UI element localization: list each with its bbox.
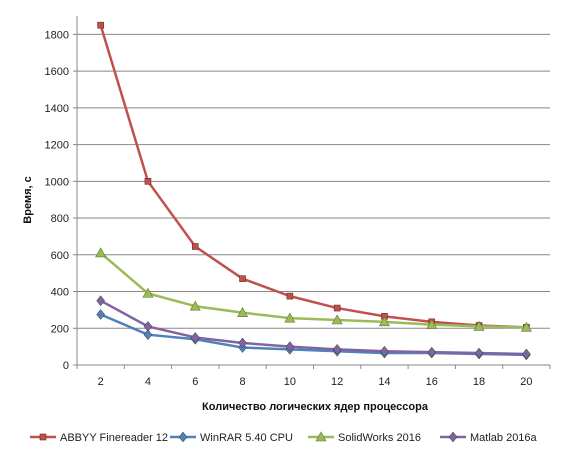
- y-tick-label: 1000: [45, 176, 69, 188]
- legend-item-0: ABBYY Finereader 12: [30, 432, 168, 444]
- x-tick-label: 8: [239, 376, 245, 388]
- data-point: [284, 312, 296, 323]
- data-point: [474, 347, 484, 359]
- x-tick-label: 20: [520, 376, 532, 388]
- data-point: [332, 343, 342, 355]
- data-point: [143, 329, 153, 341]
- x-tick-label: 14: [378, 376, 390, 388]
- series-3: [96, 295, 531, 360]
- data-point: [520, 321, 532, 332]
- x-tick-label: 2: [98, 376, 104, 388]
- data-point: [189, 300, 201, 311]
- series-0: [97, 21, 530, 331]
- series-line: [100, 299, 527, 356]
- data-point: [190, 332, 200, 343]
- legend-item-1: WinRAR 5.40 CPU: [170, 431, 293, 444]
- data-point: [97, 21, 104, 29]
- x-axis-title: Количество логических ядер процессора: [202, 401, 429, 413]
- y-tick-label: 1800: [45, 29, 69, 41]
- x-tick-label: 12: [331, 376, 343, 388]
- series-2: [95, 247, 532, 332]
- data-point: [378, 316, 390, 327]
- data-point: [333, 304, 341, 312]
- data-point: [96, 295, 105, 307]
- data-point: [96, 309, 105, 320]
- y-tick-label: 1200: [45, 140, 69, 152]
- x-tick-label: 18: [473, 376, 485, 388]
- legend-label: WinRAR 5.40 CPU: [200, 432, 293, 444]
- legend-marker: [448, 431, 458, 443]
- y-tick-labels: 0 200 400 600 800 1000 1200 1400 1600 1800: [45, 29, 69, 372]
- data-point: [142, 287, 154, 298]
- y-tick-label: 200: [51, 323, 69, 335]
- data-point: [191, 243, 199, 250]
- series-group: [95, 21, 532, 361]
- axes: [73, 16, 551, 369]
- y-tick-label: 1400: [45, 103, 69, 115]
- legend-marker: [178, 431, 188, 443]
- data-point: [144, 178, 152, 185]
- data-point: [286, 292, 294, 300]
- legend-marker: [315, 431, 327, 442]
- y-tick-label: 1600: [45, 66, 69, 78]
- data-point: [239, 275, 246, 282]
- x-tick-label: 6: [192, 376, 198, 388]
- data-point: [285, 341, 295, 353]
- data-point: [473, 320, 485, 331]
- y-tick-label: 400: [51, 287, 69, 299]
- series-line: [99, 24, 527, 329]
- data-point: [143, 321, 153, 332]
- legend-label: SolidWorks 2016: [338, 432, 421, 444]
- data-point: [238, 337, 247, 349]
- x-tick-label: 4: [145, 376, 151, 388]
- x-tick-label: 16: [426, 376, 438, 388]
- legend-label: Matlab 2016a: [470, 432, 538, 444]
- data-point: [427, 346, 437, 358]
- legend-item-3: Matlab 2016a: [440, 431, 538, 444]
- data-point: [95, 247, 107, 258]
- x-tick-label: 10: [284, 376, 296, 388]
- legend-item-2: SolidWorks 2016: [308, 431, 421, 444]
- data-point: [522, 348, 531, 360]
- legend: ABBYY Finereader 12 WinRAR 5.40 CPU SolidW…: [30, 431, 538, 444]
- y-axis-title: Время, с: [22, 176, 34, 223]
- data-point: [331, 314, 343, 325]
- y-tick-label: 600: [51, 250, 69, 262]
- y-tick-label: 0: [63, 360, 69, 372]
- x-tick-labels: 2 4 6 8 10 12 14 16 18 20: [98, 376, 533, 388]
- data-point: [380, 345, 389, 357]
- y-tick-label: 800: [51, 213, 69, 225]
- data-point: [237, 307, 249, 317]
- data-point: [426, 318, 438, 329]
- grid-lines: [77, 33, 550, 366]
- legend-marker: [39, 433, 47, 441]
- legend-label: ABBYY Finereader 12: [60, 432, 168, 444]
- series-line: [99, 252, 527, 329]
